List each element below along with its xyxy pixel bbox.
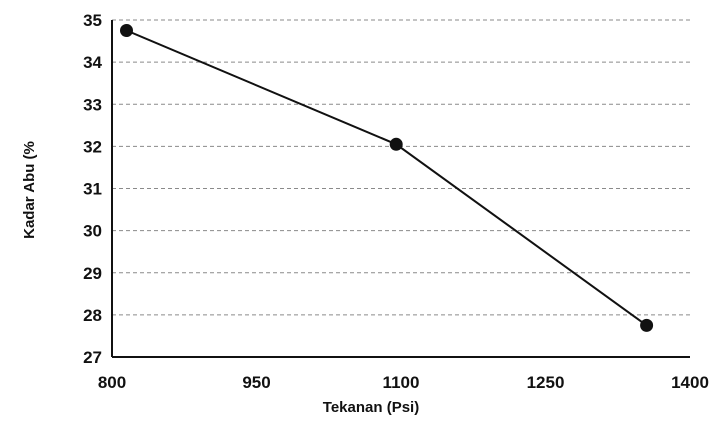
y-tick-label: 28 [83,306,102,325]
x-tick-label: 950 [242,373,270,392]
y-axis-title: Kadar Abu (% [21,141,38,239]
x-axis-title: Tekanan (Psi) [323,399,419,416]
data-point [389,137,403,151]
x-tick-label: 1250 [527,373,565,392]
series-group [120,24,654,332]
data-point [120,24,133,37]
y-tick-labels: 35 34 33 32 31 30 29 28 27 [83,11,102,367]
y-tick-label: 35 [83,11,102,30]
y-tick-label: 32 [83,137,102,156]
x-tick-label: 800 [98,373,126,392]
x-tick-label: 1100 [383,373,420,392]
y-tick-label: 29 [83,264,102,283]
y-tick-label: 31 [83,180,102,199]
series-line [126,29,648,327]
x-tick-label: 1400 [671,373,709,392]
y-tick-label: 27 [83,348,102,367]
y-tick-label: 33 [83,95,102,114]
gridlines [112,19,690,316]
y-tick-label: 34 [83,53,102,72]
y-tick-label: 30 [83,222,102,241]
data-point [640,318,654,332]
x-tick-labels: 800 950 1100 1250 1400 [98,373,709,392]
